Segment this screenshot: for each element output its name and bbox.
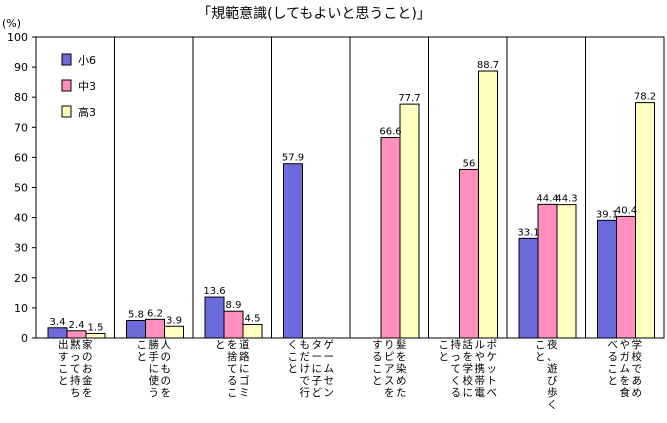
legend-swatch [61,79,72,92]
bar-2-2 [145,318,165,339]
bar-value-label: 66.6 [379,127,401,138]
legend-label: 高3 [78,105,96,119]
category-label: 勝手に使う [149,338,160,399]
bar-value-label: 40.4 [615,205,637,216]
category-label: こと [535,339,546,363]
bar-value-label: 57.9 [282,153,304,164]
category-label: やガムを食 [620,339,631,399]
category-label: 学校であめ [632,338,643,399]
bars [47,70,655,339]
y-tick-label: 70 [14,121,28,134]
y-tick-label: 60 [14,151,28,164]
bar-3-8 [635,102,655,339]
bar-value-label: 3.9 [166,315,182,326]
bar-2-5 [380,137,401,339]
category-label: 出すこと [58,338,69,387]
bar-1-2 [126,320,146,339]
category-label: ルや携帯電 [475,339,486,399]
bar-1-3 [204,296,225,339]
bar-value-label: 33.1 [517,227,539,238]
y-tick-label: 30 [14,242,28,255]
legend: 小6 中3 高3 [61,53,96,119]
bar-value-label: 39.1 [596,209,618,220]
bar-2-1 [66,330,87,339]
category-label: 話を学校に [463,338,474,399]
bar-2-7 [537,203,558,339]
category-dividers [114,37,586,338]
category-label: もだけで行 [300,339,311,399]
category-label: べること [608,339,619,387]
bar-3-1 [85,332,106,339]
bar-2-3 [223,310,244,339]
category-label: ゲームセン [324,339,335,399]
category-label: こと [439,339,450,363]
bar-value-label: 88.7 [477,60,499,71]
legend-swatch [61,105,72,118]
bar-3-6 [478,70,498,339]
legend-label: 中3 [78,80,96,93]
category-label: 髪を染めた [396,338,407,399]
y-tick-label: 20 [14,272,28,285]
y-axis-unit: (%) [2,17,21,30]
category-label: くこと [288,339,299,375]
y-tick-label: 80 [14,91,28,104]
bar-3-7 [556,204,577,339]
y-tick-label: 100 [7,31,28,44]
category-label: 持ってくる [451,338,462,399]
category-label: ポケットベ [487,339,498,399]
y-axis-ticks: 0 10 20 30 40 50 60 70 80 90 100 [7,31,36,345]
bar-1-7 [518,237,539,339]
bar-value-label: 1.5 [88,322,104,333]
bar-3-3 [242,323,263,339]
category-label: 黙って持ち [70,339,81,399]
bar-value-label: 44.4 [536,193,558,204]
category-label: と [215,339,226,351]
bar-1-1 [47,327,68,339]
bar-value-label: 6.2 [147,308,163,319]
category-label: ターに子ど [312,339,323,399]
bar-value-label: 4.5 [245,313,261,324]
y-tick-label: 50 [14,182,28,195]
bar-value-label: 2.4 [69,320,85,331]
bar-value-label: 13.6 [203,286,225,297]
bar-value-label: 8.9 [226,300,242,311]
bar-value-label: 56 [463,158,476,169]
chart-title: 「規範意識(してもよいと思うこと)」 [197,5,431,22]
category-label: 夜、遊び歩く [547,338,558,411]
bar-2-6 [459,168,479,339]
y-tick-label: 90 [14,61,28,74]
bar-value-label: 44.3 [555,194,577,205]
legend-swatch [61,53,72,66]
y-tick-label: 0 [21,332,28,345]
category-label: こと [137,339,148,363]
category-label: を捨てるこ [227,339,238,399]
category-label: すること [372,339,383,387]
category-label: りピアスを [384,339,395,399]
bar-value-label: 5.8 [128,310,144,321]
bar-value-label: 78.2 [634,92,656,103]
bar-value-label: 77.7 [398,93,420,104]
category-label: 人のものを [161,339,172,399]
bar-1-4 [283,163,303,339]
y-tick-label: 10 [14,302,28,315]
bar-1-8 [597,219,617,339]
bar-value-label: 3.4 [50,317,66,328]
y-tick-label: 40 [14,212,28,225]
bar-3-2 [164,325,184,339]
category-label: 家のお金を [82,338,93,399]
legend-label: 小6 [78,54,96,67]
bar-3-5 [399,103,420,339]
bar-2-8 [616,215,636,339]
category-label: 道路にゴミ [239,338,250,399]
value-labels: 3.4 5.8 13.6 57.9 33.1 39.1 2.4 6.2 8.9 66.6 56 44.… [50,60,657,333]
